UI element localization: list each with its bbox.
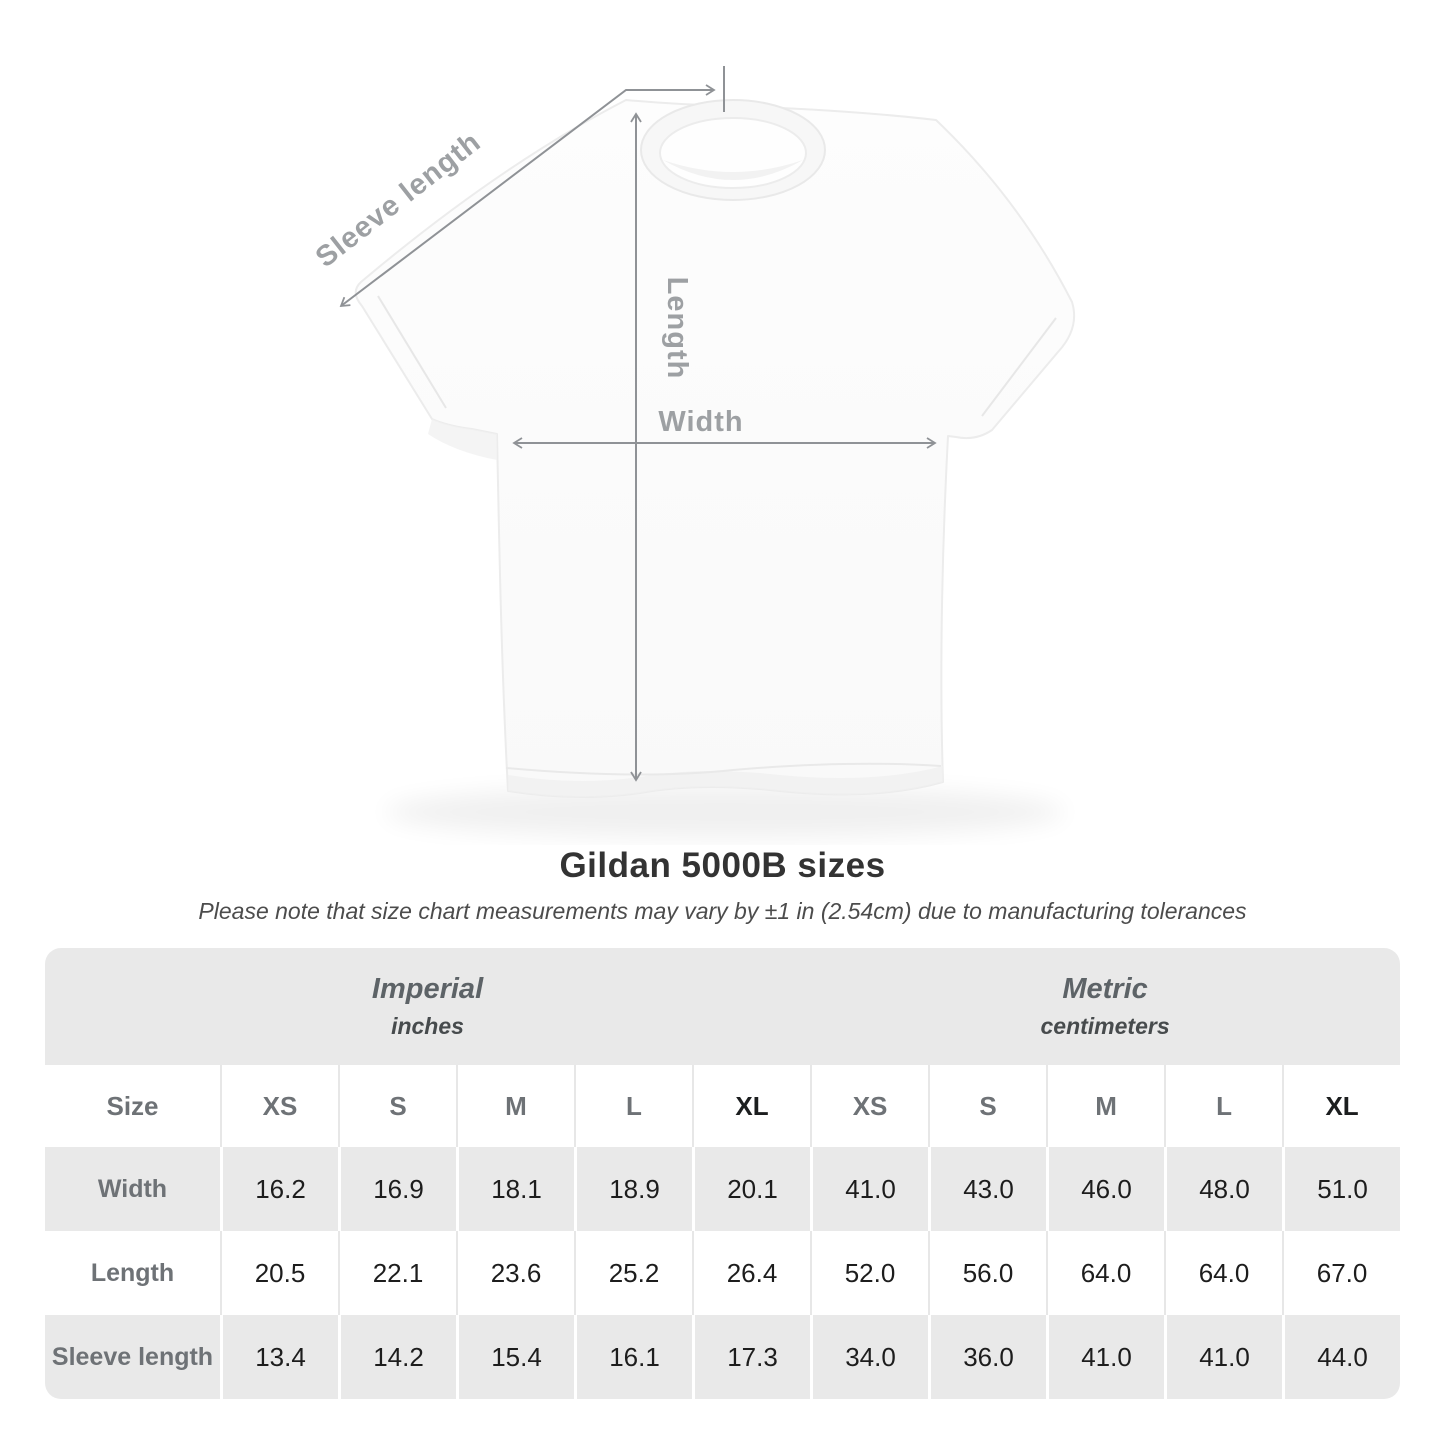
length-imperial-xl: 26.4 — [692, 1231, 811, 1315]
width-metric-xl: 51.0 — [1282, 1147, 1400, 1231]
length-imperial-l: 25.2 — [574, 1231, 692, 1315]
imperial-size-s: S — [338, 1065, 456, 1147]
width-label: Width — [658, 406, 743, 438]
width-imperial-l: 18.9 — [574, 1147, 692, 1231]
width-metric-s: 43.0 — [928, 1147, 1047, 1231]
metric-unit: centimeters — [1040, 1013, 1170, 1039]
row-label-sleeve-length: Sleeve length — [45, 1315, 220, 1399]
metric-size-xs: XS — [810, 1065, 929, 1147]
imperial-size-l: L — [574, 1065, 692, 1147]
length-metric-xl: 67.0 — [1282, 1231, 1400, 1315]
size-table: Imperial inches Metric centimeters Size … — [45, 948, 1400, 1399]
width-imperial-s: 16.9 — [338, 1147, 456, 1231]
length-metric-s: 56.0 — [928, 1231, 1047, 1315]
chart-heading: Gildan 5000B sizes Please note that size… — [0, 846, 1445, 925]
length-metric-l: 64.0 — [1164, 1231, 1283, 1315]
sleeve-metric-s: 36.0 — [928, 1315, 1047, 1399]
tshirt-measurement-diagram: Sleeve length Length Width — [310, 66, 1076, 838]
sleeve-metric-l: 41.0 — [1164, 1315, 1283, 1399]
shirt-shadow — [385, 786, 1065, 838]
sleeve-imperial-m: 15.4 — [456, 1315, 574, 1399]
width-metric-l: 48.0 — [1164, 1147, 1283, 1231]
page-title: Gildan 5000B sizes — [559, 846, 886, 885]
sleeve-length-arrow — [339, 84, 716, 308]
size-header-row: Size XS S M L XL XS S M L XL — [45, 1065, 1400, 1147]
metric-label: Metric — [1062, 973, 1148, 1005]
right-cuff-stitch — [981, 317, 1057, 417]
length-imperial-s: 22.1 — [338, 1231, 456, 1315]
row-label-width: Width — [45, 1147, 220, 1231]
unit-group-row: Imperial inches Metric centimeters — [45, 948, 1400, 1065]
sleeve-imperial-l: 16.1 — [574, 1315, 692, 1399]
size-header: Size — [45, 1065, 220, 1147]
size-table-container: Imperial inches Metric centimeters Size … — [45, 948, 1400, 1399]
tshirt-diagram-svg: Sleeve length Length Width — [310, 66, 1076, 838]
imperial-size-xl: XL — [692, 1065, 811, 1147]
imperial-size-xs: XS — [220, 1065, 338, 1147]
metric-size-l: L — [1164, 1065, 1283, 1147]
tolerance-note: Please note that size chart measurements… — [198, 898, 1247, 924]
length-label: Length — [661, 277, 693, 380]
sleeve-metric-m: 41.0 — [1046, 1315, 1165, 1399]
hem-stitch — [505, 762, 942, 776]
sleeve-imperial-s: 14.2 — [338, 1315, 456, 1399]
row-label-length: Length — [45, 1231, 220, 1315]
metric-size-s: S — [928, 1065, 1047, 1147]
imperial-group-header: Imperial inches — [45, 948, 811, 1065]
length-metric-xs: 52.0 — [810, 1231, 929, 1315]
imperial-label: Imperial — [371, 973, 484, 1005]
imperial-size-m: M — [456, 1065, 574, 1147]
left-sleeve-shade — [428, 419, 497, 460]
metric-size-m: M — [1046, 1065, 1165, 1147]
imperial-unit: inches — [391, 1013, 464, 1039]
sleeve-metric-xl: 44.0 — [1282, 1315, 1400, 1399]
hem-shade — [508, 766, 943, 798]
table-row-sleeve-length: Sleeve length 13.4 14.2 15.4 16.1 17.3 3… — [45, 1315, 1400, 1399]
length-imperial-xs: 20.5 — [220, 1231, 338, 1315]
sleeve-metric-xs: 34.0 — [810, 1315, 929, 1399]
length-metric-m: 64.0 — [1046, 1231, 1165, 1315]
left-cuff-stitch — [377, 295, 447, 409]
sleeve-imperial-xs: 13.4 — [220, 1315, 338, 1399]
width-metric-xs: 41.0 — [810, 1147, 929, 1231]
metric-group-header: Metric centimeters — [810, 948, 1400, 1065]
width-imperial-m: 18.1 — [456, 1147, 574, 1231]
metric-size-xl: XL — [1282, 1065, 1400, 1147]
width-imperial-xs: 16.2 — [220, 1147, 338, 1231]
sleeve-imperial-xl: 17.3 — [692, 1315, 811, 1399]
length-imperial-m: 23.6 — [456, 1231, 574, 1315]
width-metric-m: 46.0 — [1046, 1147, 1165, 1231]
width-imperial-xl: 20.1 — [692, 1147, 811, 1231]
table-row-length: Length 20.5 22.1 23.6 25.2 26.4 52.0 56.… — [45, 1231, 1400, 1315]
table-row-width: Width 16.2 16.9 18.1 18.9 20.1 41.0 43.0… — [45, 1147, 1400, 1231]
